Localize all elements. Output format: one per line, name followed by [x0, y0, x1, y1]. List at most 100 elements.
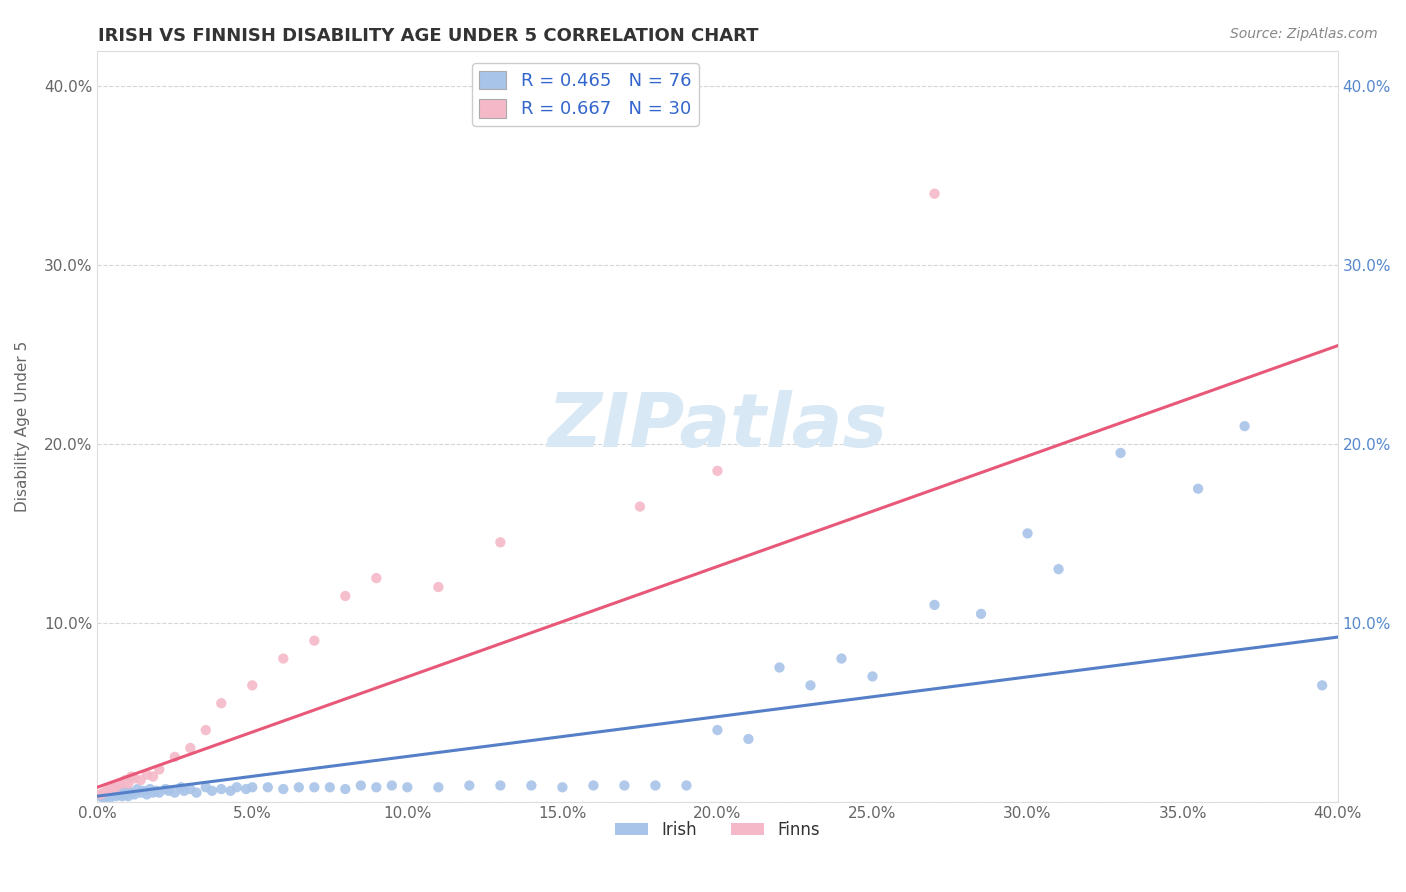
Point	[209, 782, 232, 797]
Point	[96, 789, 118, 804]
Point	[135, 788, 157, 802]
Point	[93, 788, 115, 802]
Point	[148, 763, 170, 777]
Point	[101, 788, 124, 802]
Point	[1047, 562, 1070, 576]
Point	[1310, 678, 1333, 692]
Point	[970, 607, 993, 621]
Point	[104, 786, 127, 800]
Point	[108, 784, 131, 798]
Point	[830, 651, 852, 665]
Point	[98, 784, 121, 798]
Point	[924, 598, 946, 612]
Point	[96, 786, 118, 800]
Point	[209, 696, 232, 710]
Point	[98, 791, 121, 805]
Point	[148, 786, 170, 800]
Point	[124, 788, 146, 802]
Point	[288, 780, 311, 795]
Text: ZIPatlas: ZIPatlas	[547, 390, 887, 463]
Point	[120, 786, 142, 800]
Point	[170, 780, 193, 795]
Point	[520, 779, 543, 793]
Point	[350, 779, 373, 793]
Point	[155, 782, 177, 797]
Point	[489, 535, 512, 549]
Point	[427, 780, 450, 795]
Point	[458, 779, 481, 793]
Point	[335, 589, 357, 603]
Point	[304, 633, 326, 648]
Point	[96, 784, 118, 798]
Point	[194, 780, 217, 795]
Point	[111, 789, 134, 804]
Point	[101, 782, 124, 797]
Point	[145, 784, 167, 798]
Point	[271, 782, 294, 797]
Point	[381, 779, 404, 793]
Point	[132, 784, 155, 798]
Point	[862, 669, 884, 683]
Point	[163, 750, 186, 764]
Point	[319, 780, 342, 795]
Point	[240, 678, 263, 692]
Point	[179, 740, 201, 755]
Point	[108, 788, 131, 802]
Point	[117, 789, 139, 804]
Point	[396, 780, 419, 795]
Point	[256, 780, 278, 795]
Point	[93, 791, 115, 805]
Point	[114, 773, 136, 788]
Point	[93, 786, 115, 800]
Point	[706, 464, 728, 478]
Point	[706, 723, 728, 737]
Point	[1187, 482, 1209, 496]
Point	[186, 786, 208, 800]
Point	[366, 780, 388, 795]
Point	[613, 779, 636, 793]
Point	[142, 786, 165, 800]
Point	[219, 784, 242, 798]
Point	[225, 780, 247, 795]
Text: IRISH VS FINNISH DISABILITY AGE UNDER 5 CORRELATION CHART: IRISH VS FINNISH DISABILITY AGE UNDER 5 …	[98, 27, 759, 45]
Point	[114, 788, 136, 802]
Point	[240, 780, 263, 795]
Point	[129, 773, 152, 788]
Y-axis label: Disability Age Under 5: Disability Age Under 5	[15, 341, 30, 512]
Point	[157, 784, 180, 798]
Point	[111, 782, 134, 797]
Point	[163, 786, 186, 800]
Point	[89, 788, 111, 802]
Point	[129, 786, 152, 800]
Point	[89, 789, 111, 804]
Point	[108, 777, 131, 791]
Point	[120, 770, 142, 784]
Point	[127, 782, 149, 797]
Legend: Irish, Finns: Irish, Finns	[609, 814, 827, 846]
Point	[139, 782, 162, 797]
Text: Source: ZipAtlas.com: Source: ZipAtlas.com	[1230, 27, 1378, 41]
Point	[1233, 419, 1256, 434]
Point	[194, 723, 217, 737]
Point	[114, 786, 136, 800]
Point	[101, 780, 124, 795]
Point	[98, 782, 121, 797]
Point	[924, 186, 946, 201]
Point	[179, 782, 201, 797]
Point	[173, 784, 195, 798]
Point	[799, 678, 821, 692]
Point	[142, 770, 165, 784]
Point	[235, 782, 257, 797]
Point	[335, 782, 357, 797]
Point	[644, 779, 666, 793]
Point	[582, 779, 605, 793]
Point	[366, 571, 388, 585]
Point	[271, 651, 294, 665]
Point	[737, 731, 759, 746]
Point	[201, 784, 224, 798]
Point	[675, 779, 697, 793]
Point	[489, 779, 512, 793]
Point	[135, 768, 157, 782]
Point	[104, 780, 127, 795]
Point	[111, 777, 134, 791]
